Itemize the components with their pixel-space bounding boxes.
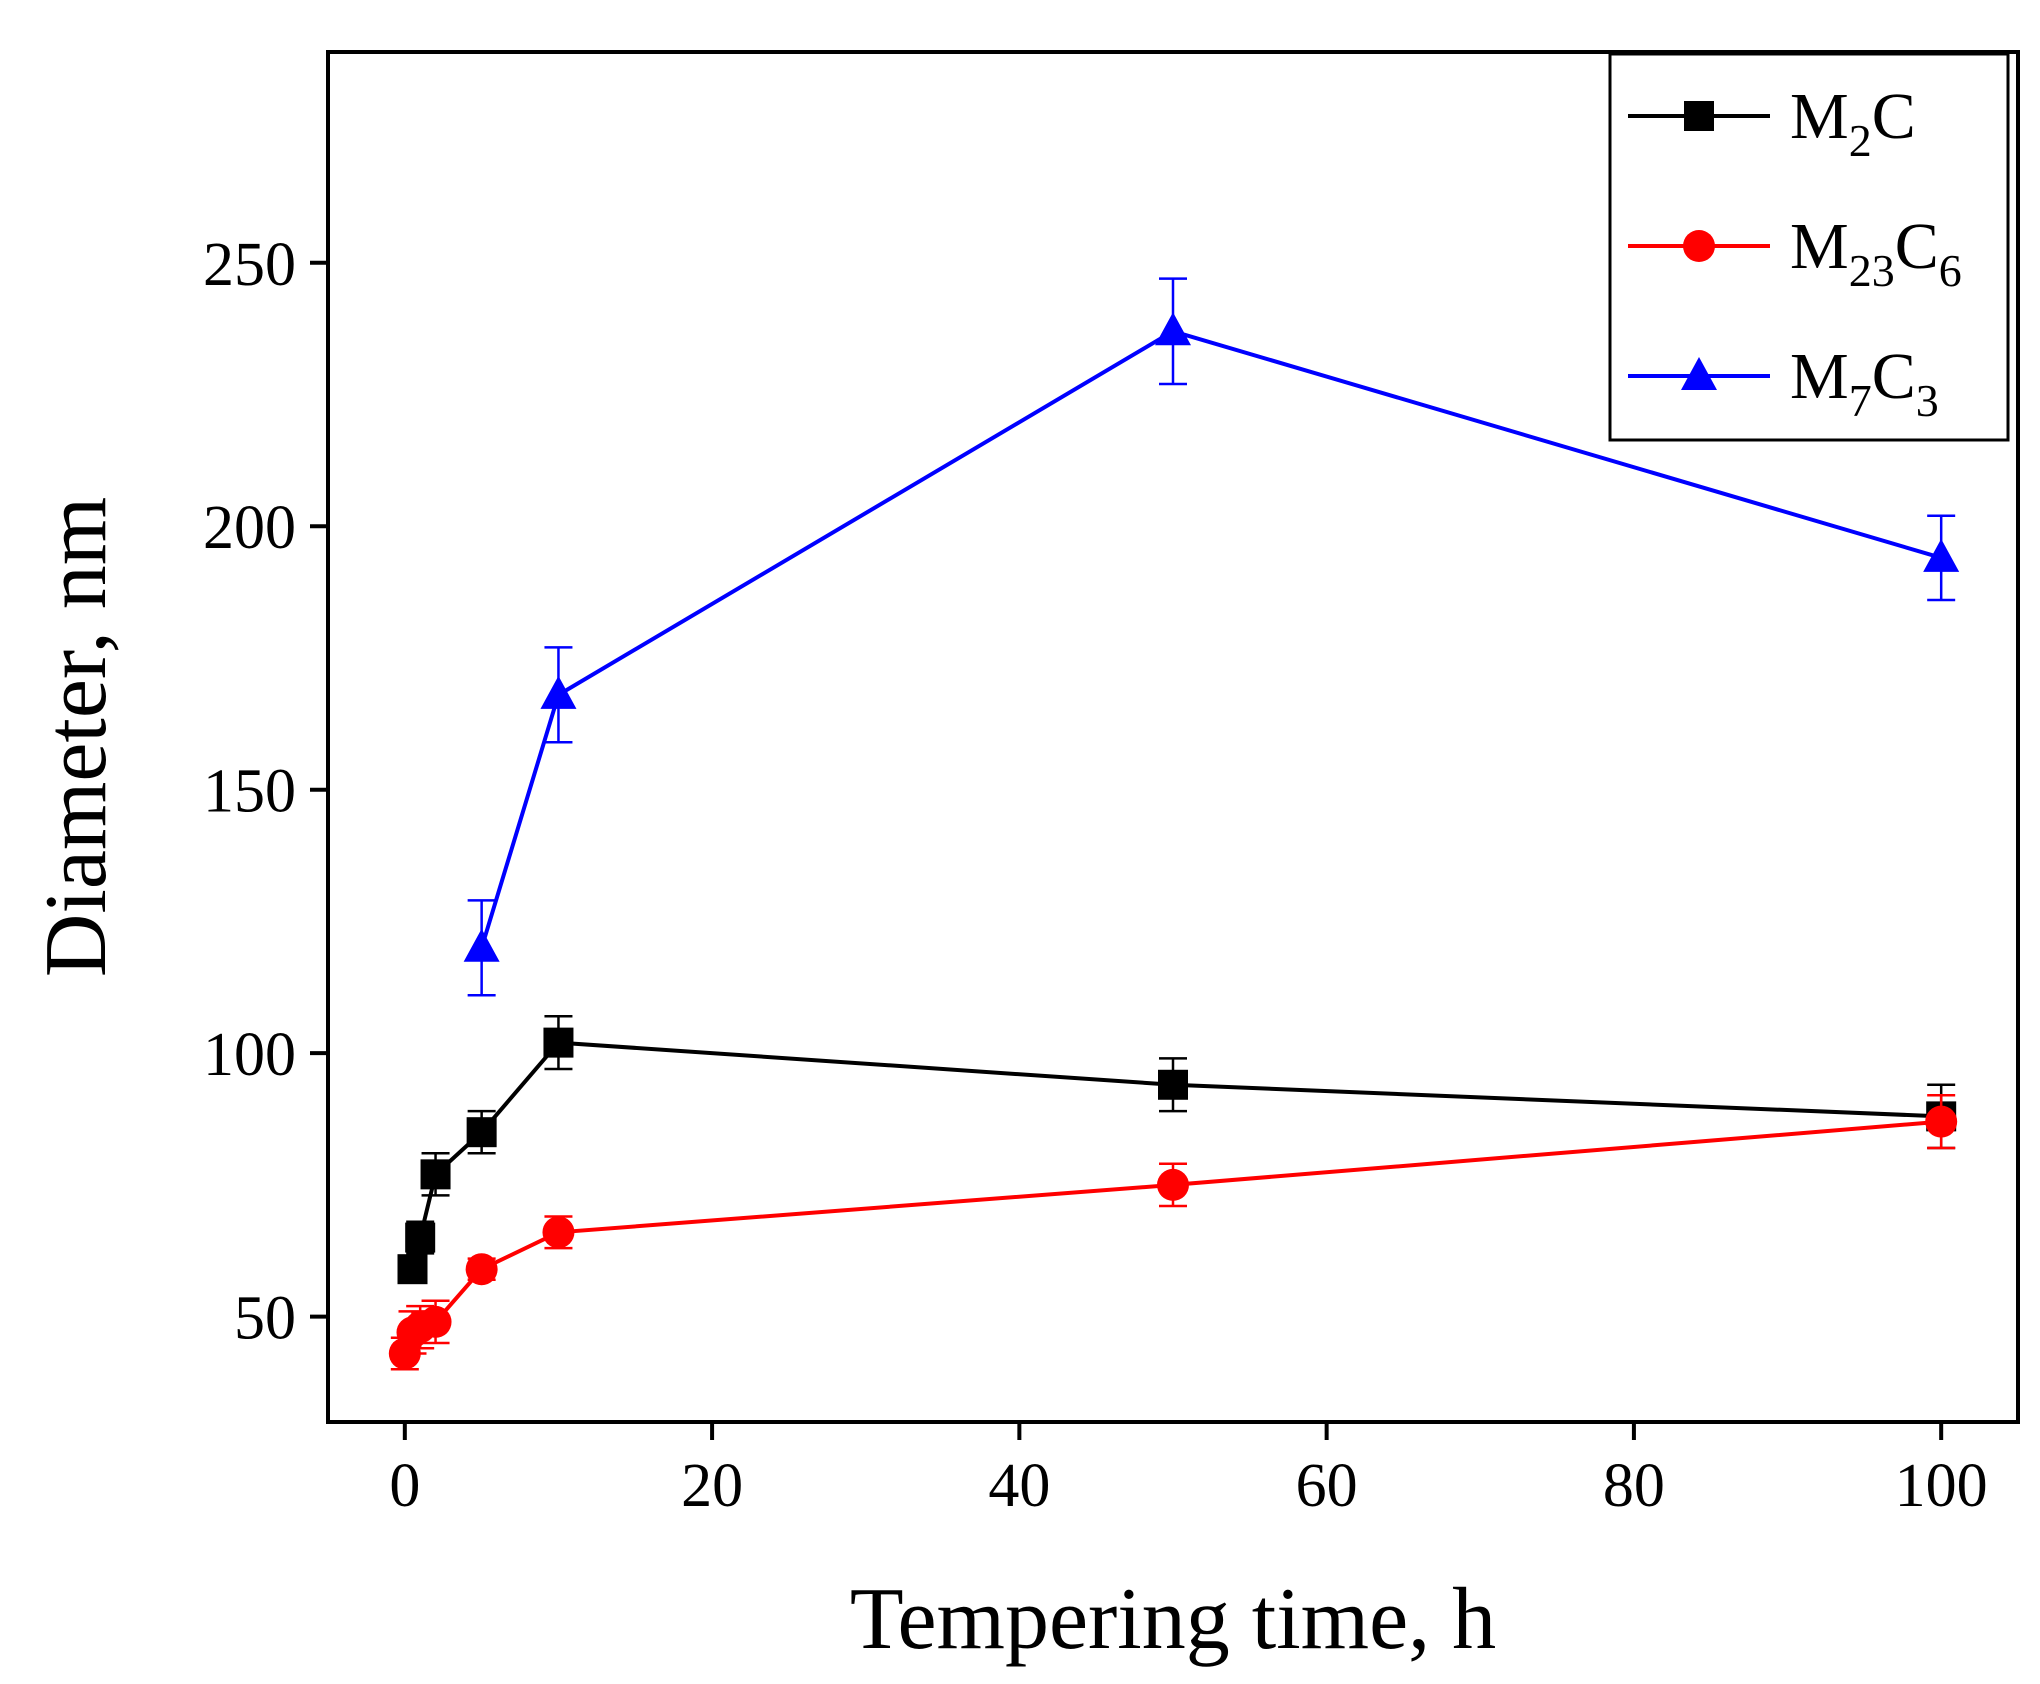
x-tick-label-20: 20	[681, 1452, 743, 1520]
legend-entry-m2c: M2C	[1628, 80, 1916, 166]
x-tick-label-100: 100	[1895, 1452, 1988, 1520]
x-tick-label-60: 60	[1296, 1452, 1358, 1520]
x-axis-title: Tempering time, h	[850, 1571, 1496, 1668]
legend-label-m7c3: M7C3	[1790, 340, 1939, 426]
legend-symbol-m23c6	[1683, 230, 1715, 262]
y-tick-label-200: 200	[203, 494, 296, 562]
series-layer	[388, 277, 1960, 1371]
data-point-m2c	[543, 1027, 574, 1058]
series-line-m7c3	[479, 329, 1942, 949]
data-point-m23c6	[542, 1216, 575, 1249]
series-line-m23c6	[402, 1119, 1942, 1355]
y-tick-label-250: 250	[203, 231, 296, 299]
x-tick-label-0: 0	[389, 1452, 420, 1520]
series-m2c	[397, 1015, 1957, 1285]
data-point-m7c3	[1155, 312, 1191, 346]
data-point-m2c	[405, 1222, 436, 1253]
data-point-m2c	[420, 1159, 451, 1190]
y-axis-title: Diameter, nm	[28, 497, 125, 977]
legend-entry-m23c6: M23C6	[1628, 210, 1962, 296]
data-point-m23c6	[1157, 1168, 1189, 1201]
legend-entry-m7c3: M7C3	[1628, 340, 1939, 426]
legend-marker-m2c	[1684, 101, 1714, 131]
x-tick-label-80: 80	[1603, 1452, 1665, 1520]
plot-frame	[326, 50, 2020, 1424]
legend-marker-m23c6	[1683, 230, 1715, 262]
legend: M2C M23C6 M7C3	[1608, 52, 2010, 442]
series-m7c3	[463, 277, 1960, 997]
legend-symbol-m2c	[1684, 101, 1714, 131]
legend-symbol-m7c3	[1681, 357, 1717, 390]
data-point-m2c	[466, 1117, 497, 1148]
data-point-m2c	[397, 1254, 428, 1285]
y-tick-label-150: 150	[203, 758, 296, 826]
data-point-m7c3	[463, 928, 500, 962]
legend-marker-m7c3	[1681, 357, 1717, 390]
data-point-m2c	[1158, 1069, 1188, 1100]
y-tick-label-100: 100	[203, 1021, 296, 1089]
ticks: 0 20 40 60 80 100 50 100 150 200 250	[203, 231, 1988, 1520]
legend-label-m2c: M2C	[1790, 80, 1916, 166]
data-point-m7c3	[540, 675, 577, 709]
data-point-m23c6	[465, 1253, 498, 1286]
x-tick-label-40: 40	[988, 1452, 1050, 1520]
data-point-m23c6	[419, 1305, 452, 1338]
y-tick-label-50: 50	[234, 1285, 296, 1353]
series-m23c6	[388, 1094, 1958, 1371]
data-point-m23c6	[1925, 1105, 1958, 1138]
data-point-m7c3	[1923, 538, 1960, 572]
legend-label-m23c6: M23C6	[1790, 210, 1962, 296]
